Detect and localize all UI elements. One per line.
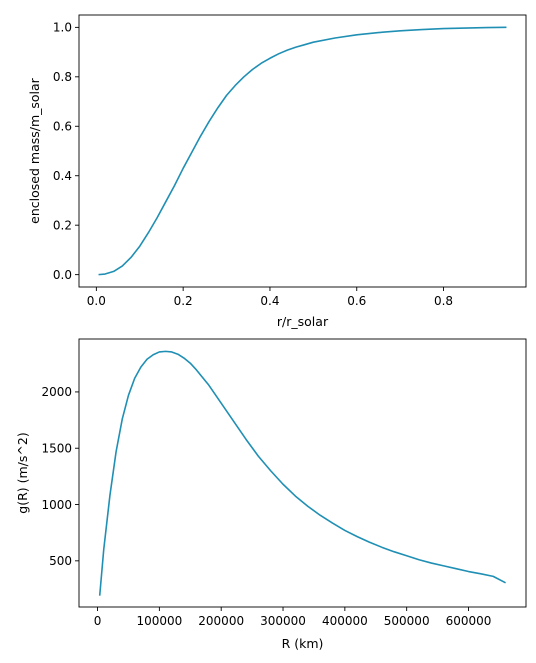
x-tick-label: 200000 [198, 614, 244, 628]
y-tick-label: 1.0 [53, 21, 72, 35]
x-axis-label: r/r_solar [277, 314, 329, 329]
y-tick-label: 0.8 [53, 70, 72, 84]
y-tick-label: 0.0 [53, 268, 72, 282]
y-axis: 500 1000 1500 2000 [41, 385, 79, 568]
plot-area [98, 26, 507, 276]
x-tick-label: 0.4 [260, 294, 279, 308]
plot-frame [78, 14, 527, 288]
x-tick-label: 0.0 [87, 294, 106, 308]
y-tick-label: 2000 [41, 385, 72, 399]
plot-frame [78, 338, 527, 608]
series-line-0 [98, 26, 507, 276]
chart-gravity: 0 100000 200000 300000 400000 500000 600000 50… [15, 338, 527, 651]
chart-enclosed-mass: 0.0 0.2 0.4 0.6 0.8 0.0 0.2 0.4 0.6 0.8 1.0 r/r_s… [27, 14, 527, 329]
y-tick-label: 1000 [41, 498, 72, 512]
y-axis-label: g(R) (m/s^2) [15, 432, 30, 513]
x-axis: 0.0 0.2 0.4 0.6 0.8 [87, 287, 453, 308]
x-tick-label: 0.6 [347, 294, 366, 308]
y-tick-label: 500 [49, 554, 72, 568]
plot-area [98, 350, 506, 596]
x-tick-label: 500000 [384, 614, 430, 628]
x-tick-label: 400000 [322, 614, 368, 628]
x-axis-label: R (km) [282, 636, 324, 651]
y-tick-label: 0.6 [53, 120, 72, 134]
x-tick-label: 0 [94, 614, 102, 628]
y-axis-label: enclosed mass/m_solar [27, 77, 42, 224]
y-tick-label: 1500 [41, 442, 72, 456]
x-tick-label: 100000 [136, 614, 182, 628]
y-tick-label: 0.4 [53, 169, 72, 183]
x-tick-label: 300000 [260, 614, 306, 628]
series-line-0 [98, 350, 506, 596]
x-tick-label: 600000 [446, 614, 492, 628]
x-tick-label: 0.2 [174, 294, 193, 308]
x-axis: 0 100000 200000 300000 400000 500000 600000 [94, 607, 492, 628]
x-tick-label: 0.8 [434, 294, 453, 308]
y-axis: 0.0 0.2 0.4 0.6 0.8 1.0 [53, 21, 79, 282]
y-tick-label: 0.2 [53, 218, 72, 232]
